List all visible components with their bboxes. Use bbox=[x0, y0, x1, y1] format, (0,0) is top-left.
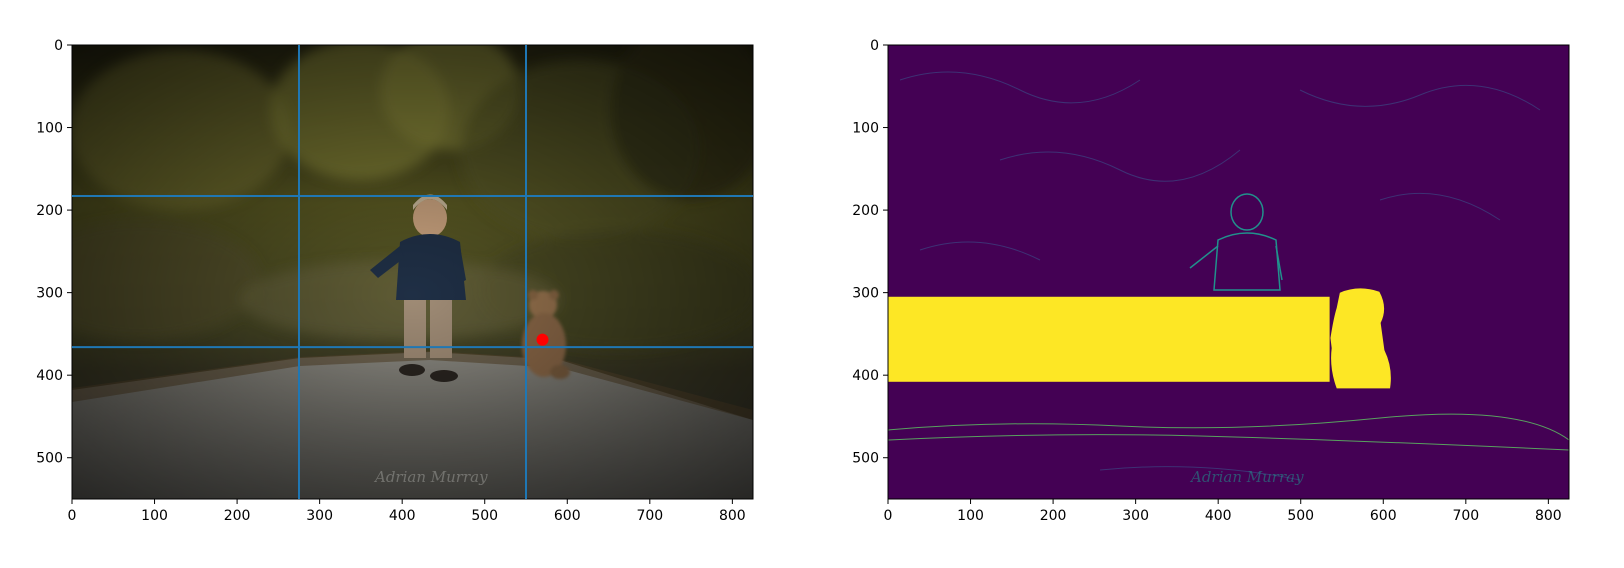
photo-xtick-label: 300 bbox=[306, 508, 333, 524]
photo-ytick-label: 100 bbox=[36, 121, 63, 137]
saliency-xtick-label: 400 bbox=[1205, 508, 1232, 524]
photo-ytick-label: 200 bbox=[36, 203, 63, 219]
saliency-ytick-label: 500 bbox=[852, 451, 879, 467]
saliency-frame bbox=[887, 44, 1570, 500]
photo-xtick-label: 200 bbox=[224, 508, 251, 524]
photo-xtick-label: 500 bbox=[471, 508, 498, 524]
focus-point bbox=[536, 333, 549, 346]
photo-xtick-label: 700 bbox=[636, 508, 663, 524]
saliency-xtick-label: 300 bbox=[1122, 508, 1149, 524]
photo-xtick-label: 800 bbox=[719, 508, 746, 524]
photo-panel: 0 100 200 300 400 500 600 700 800 0 100 200 300 400 50… bbox=[36, 38, 754, 524]
photo-ytick-label: 300 bbox=[36, 286, 63, 302]
photo-axes: 0 100 200 300 400 500 600 700 800 0 100 200 300 400 50… bbox=[36, 38, 745, 524]
salient-blob bbox=[1330, 288, 1391, 389]
saliency-ytick-label: 300 bbox=[852, 286, 879, 302]
saliency-image bbox=[888, 45, 1569, 499]
saliency-xtick-label: 0 bbox=[884, 508, 893, 524]
child-edge-outline bbox=[1189, 193, 1283, 291]
photo-ytick-label: 400 bbox=[36, 368, 63, 384]
photo-ytick-label: 500 bbox=[36, 451, 63, 467]
saliency-xtick-label: 700 bbox=[1452, 508, 1479, 524]
photo-xtick-label: 0 bbox=[68, 508, 77, 524]
saliency-axes: 0 100 200 300 400 500 600 700 800 0 100 200 300 400 50… bbox=[852, 38, 1561, 524]
saliency-panel: 0 100 200 300 400 500 600 700 800 0 100 200 300 400 50… bbox=[852, 38, 1570, 524]
saliency-xtick-label: 500 bbox=[1287, 508, 1314, 524]
photo-frame bbox=[71, 44, 754, 500]
saliency-ytick-label: 0 bbox=[870, 38, 879, 54]
focus-marker bbox=[536, 333, 549, 346]
saliency-ytick-label: 400 bbox=[852, 368, 879, 384]
saliency-ytick-label: 100 bbox=[852, 121, 879, 137]
salient-band bbox=[888, 296, 1330, 382]
saliency-xtick-label: 100 bbox=[957, 508, 984, 524]
saliency-watermark: Adrian Murray bbox=[1191, 468, 1304, 486]
saliency-xtick-label: 800 bbox=[1535, 508, 1562, 524]
photo-ytick-label: 0 bbox=[54, 38, 63, 54]
saliency-ytick-label: 200 bbox=[852, 203, 879, 219]
saliency-xtick-label: 200 bbox=[1040, 508, 1067, 524]
photo-xtick-label: 100 bbox=[141, 508, 168, 524]
photo-xtick-label: 600 bbox=[554, 508, 581, 524]
photo-xtick-label: 400 bbox=[389, 508, 416, 524]
rule-of-thirds-lines bbox=[72, 45, 753, 499]
photo-watermark: Adrian Murray bbox=[375, 468, 488, 486]
photo-image bbox=[72, 45, 753, 499]
salient-region bbox=[888, 288, 1391, 389]
saliency-xtick-label: 600 bbox=[1370, 508, 1397, 524]
